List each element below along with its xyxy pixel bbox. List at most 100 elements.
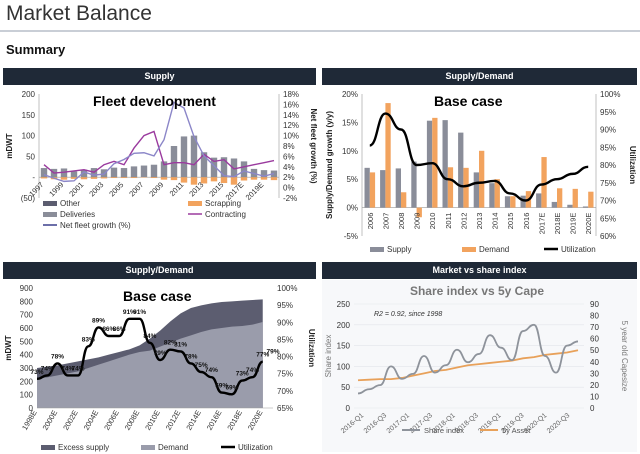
y2-tick-label: 14%	[283, 111, 299, 120]
x-tick-label: 2017E	[537, 213, 546, 235]
scrapping-bar	[240, 177, 248, 181]
y2-tick-label: 8%	[283, 142, 295, 151]
utilization-data-label: 78%	[184, 353, 197, 360]
y2-tick-label: 65%	[600, 214, 616, 223]
x-tick-label: 2014E	[184, 409, 203, 432]
deliveries-bar	[180, 136, 188, 178]
y2-tick-label: 75%	[600, 179, 616, 188]
y2-tick-label: 60	[590, 335, 599, 344]
utilization-data-label: 74%	[72, 365, 85, 372]
demand-bar	[416, 207, 422, 218]
y-tick-label: 100	[337, 362, 351, 371]
y-tick-label: 150	[337, 342, 351, 351]
y-tick-label: 400	[20, 351, 34, 360]
legend-supply-label: Supply	[387, 245, 411, 254]
supply-bar	[536, 193, 542, 208]
scrapping-bar	[210, 177, 218, 182]
supply-bar	[489, 183, 495, 208]
y-tick-label: 300	[20, 364, 34, 373]
y-tick-label: 600	[20, 324, 34, 333]
scrapping-bar	[80, 177, 88, 180]
utilization-data-label: 84%	[143, 333, 156, 340]
panel-supply-demand-1: Supply/Demand 20% 15% 10% 5% 0% -5% 100% 95% 90%…	[322, 68, 637, 257]
legend-deliveries-label: Deliveries	[60, 210, 95, 219]
utilization-data-label: 74%	[205, 367, 218, 374]
panel-market-vs-share-index: Market vs share index 250 200 150 100 50 0 90 8…	[322, 262, 637, 452]
chart-background	[322, 280, 637, 452]
supply-bar	[551, 201, 557, 208]
scrapping-bar	[160, 177, 168, 180]
section-title: Summary	[6, 42, 66, 57]
y-tick-label: 50	[341, 383, 350, 392]
contracting-line	[43, 130, 275, 174]
deliveries-bar	[190, 135, 198, 178]
x-tick-label: 2011	[444, 213, 453, 229]
x-tick-label: 2008E	[123, 409, 142, 432]
panel-header: Market vs share index	[322, 262, 637, 279]
utilization-data-label: 91%	[133, 309, 146, 316]
x-tick-label: 2006E	[102, 409, 121, 432]
y2-axis-title: Utilization	[628, 146, 637, 184]
utilization-data-label: 73%	[236, 371, 249, 378]
y2-tick-label: 30	[590, 369, 599, 378]
legend-utilization-label: Utilization	[561, 245, 596, 254]
utilization-data-label: 79%	[266, 348, 279, 355]
y2-tick-label: 0%	[283, 184, 295, 193]
utilization-data-label: 74%	[41, 365, 54, 372]
y2-tick-label: 75%	[277, 370, 293, 379]
scrapping-bar	[260, 177, 268, 180]
x-tick-label: 2010	[428, 213, 437, 230]
x-tick-label: 2019E	[569, 213, 578, 235]
utilization-data-label: 69%	[225, 384, 238, 391]
y-axis-title: mDWT	[5, 133, 14, 158]
legend-contracting-label: Contracting	[205, 210, 246, 219]
x-tick-label: 2013	[475, 213, 484, 230]
x-tick-label: 2009	[413, 213, 422, 230]
x-tick-label: 2008	[397, 213, 406, 230]
supply-bar	[411, 161, 417, 208]
legend-supply-swatch	[370, 247, 384, 252]
legend-demand-swatch	[462, 247, 476, 252]
panel-header: Supply/Demand	[3, 262, 316, 279]
y2-tick-label: 18%	[283, 90, 299, 99]
y2-tick-label: 100%	[600, 90, 620, 99]
y2-tick-label: 80	[590, 312, 599, 321]
page-title: Market Balance	[6, 2, 152, 25]
demand-bar	[479, 150, 485, 208]
demand-bar	[588, 191, 594, 208]
y2-tick-label: 0	[590, 404, 595, 413]
y-tick-label: 200	[20, 377, 34, 386]
legend-scrapping-label: Scrapping	[205, 199, 241, 208]
y-tick-label: 150	[22, 111, 36, 120]
y-tick-label: 0%	[346, 204, 358, 213]
panel-supply-demand-2: Supply/Demand 900 800 700 600 500 400 300 200 10…	[3, 262, 316, 452]
y2-tick-label: 40	[590, 358, 599, 367]
y2-tick-label: 80%	[600, 161, 616, 170]
demand-bar	[369, 172, 376, 208]
legend-net-fleet-growth-label: Net fleet growth (%)	[60, 221, 131, 230]
y-tick-label: -5%	[344, 232, 358, 241]
x-tick-label: 2016	[522, 213, 531, 230]
y2-tick-label: -2%	[283, 194, 297, 203]
deliveries-bar	[160, 161, 168, 178]
chart-title: Base case	[123, 288, 192, 304]
y2-tick-label: 65%	[277, 404, 293, 413]
supply-bar	[395, 168, 401, 208]
x-tick-label: 2020E	[584, 213, 593, 235]
y-tick-label: 0	[29, 404, 34, 413]
y2-tick-label: 90%	[600, 126, 616, 135]
y2-tick-label: 50	[590, 346, 599, 355]
demand-bar	[572, 188, 578, 208]
legend-other-swatch	[43, 201, 57, 206]
supply-demand-area-chart: 900 800 700 600 500 400 300 200 100 0 100% 95% 90% 85…	[4, 284, 316, 452]
legend-utilization-label: Utilization	[238, 443, 273, 452]
utilization-data-label: 75%	[195, 362, 208, 369]
utilization-data-label: 74%	[61, 365, 74, 372]
x-tick-label: 2006	[366, 213, 375, 230]
scrapping-bar	[200, 177, 208, 184]
utilization-data-label: 74%	[246, 367, 259, 374]
utilization-data-label: 83%	[82, 336, 95, 343]
y-tick-label: 800	[20, 297, 34, 306]
deliveries-bar	[240, 161, 248, 178]
legend-other-label: Other	[60, 199, 80, 208]
